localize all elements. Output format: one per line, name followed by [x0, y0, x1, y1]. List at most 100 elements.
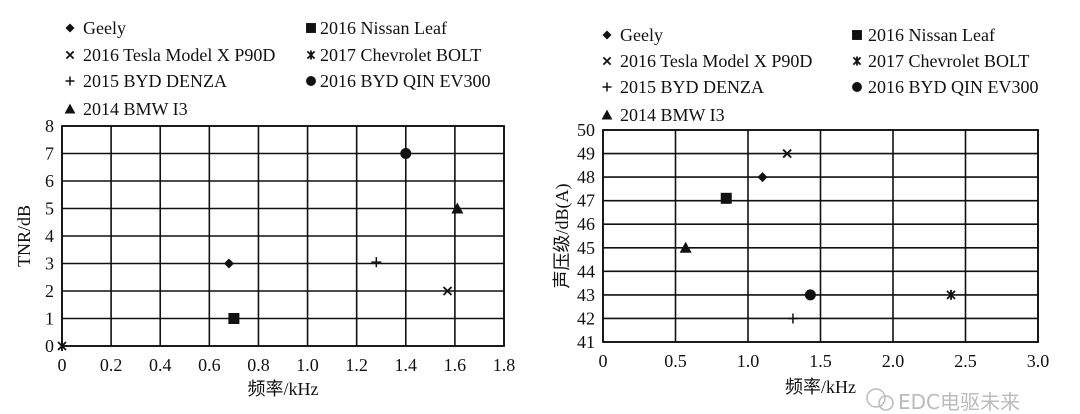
plot-frame — [602, 129, 1039, 343]
legend-label: 2017 Chevrolet BOLT — [320, 45, 481, 65]
diamond-marker — [65, 23, 75, 33]
x-tick-label: 0 — [58, 355, 67, 375]
data-points — [679, 148, 956, 324]
y-tick-label: 42 — [577, 308, 595, 328]
x-axis-label: 频率/kHz — [248, 379, 319, 399]
asterisk-marker — [306, 50, 316, 60]
x-tick-label: 1.2 — [345, 355, 368, 375]
data-point-triangle — [451, 202, 464, 214]
triangle-marker — [64, 103, 76, 114]
data-point-diamond — [223, 258, 234, 269]
legend-label: 2016 Tesla Model X P90D — [620, 51, 812, 71]
legend-label: 2014 BMW I3 — [83, 99, 188, 119]
legend-item: 2016 Nissan Leaf — [852, 25, 995, 45]
data-point-circle — [804, 289, 816, 301]
watermark-text: EDC电驱未来 — [898, 390, 1020, 414]
x-tick-label: 2.5 — [954, 351, 977, 371]
y-tick-label: 44 — [577, 261, 595, 281]
x-tick-label: 3.0 — [1027, 351, 1050, 371]
x-tick-label: 1.6 — [444, 355, 467, 375]
y-tick-label: 43 — [577, 285, 595, 305]
y-tick-label: 47 — [577, 191, 595, 211]
legend-label: 2016 BYD QIN EV300 — [868, 77, 1039, 97]
x-tick-label: 0.5 — [664, 351, 687, 371]
legend-label: 2016 BYD QIN EV300 — [320, 71, 491, 91]
y-axis-label: 声压级/dB(A) — [552, 184, 573, 289]
plus-marker — [602, 82, 612, 92]
circle-marker — [306, 76, 316, 86]
data-point-triangle — [679, 241, 692, 253]
data-point-circle — [400, 148, 412, 159]
x-tick-label: 0.6 — [198, 355, 221, 375]
y-axis-label: TNR/dB — [14, 205, 34, 267]
y-tick-label: 4 — [45, 226, 54, 246]
legend: Geely 2016 Nissan Leaf 2016 Tesla Model X … — [601, 25, 1039, 125]
x-marker — [602, 56, 612, 66]
x-tick-label: 1.4 — [395, 355, 418, 375]
asterisk-marker — [852, 56, 862, 66]
x-tick-label: 1.8 — [493, 355, 516, 375]
legend-item: Geely — [602, 25, 663, 45]
x-tick-label: 1.5 — [809, 351, 832, 371]
legend-item: 2014 BMW I3 — [601, 105, 725, 125]
legend-label: 2014 BMW I3 — [620, 105, 725, 125]
legend-item: 2016 Tesla Model X P90D — [65, 45, 275, 65]
y-tick-label: 45 — [577, 238, 595, 258]
data-point-x — [442, 286, 453, 296]
y-tick-label: 49 — [577, 144, 595, 164]
x-tick-label: 2.0 — [882, 351, 905, 371]
square-marker — [852, 30, 862, 40]
y-tick-label: 7 — [45, 144, 54, 164]
wechat-icon — [866, 388, 886, 408]
y-tick-label: 0 — [45, 336, 54, 356]
x-tick-label: 1.0 — [737, 351, 760, 371]
legend-label: 2015 BYD DENZA — [83, 71, 227, 91]
legend-label: 2016 Tesla Model X P90D — [83, 45, 275, 65]
y-tick-label: 3 — [45, 254, 54, 274]
legend-item: 2016 BYD QIN EV300 — [852, 77, 1039, 97]
y-tick-label: 8 — [45, 116, 54, 136]
data-point-diamond — [757, 172, 768, 183]
legend-label: Geely — [83, 18, 126, 38]
x-tick-label: 0.4 — [149, 355, 172, 375]
legend-label: 2016 Nissan Leaf — [868, 25, 995, 45]
y-tick-label: 5 — [45, 199, 54, 219]
x-axis-label: 频率/kHz — [785, 377, 856, 397]
legend-item: Geely — [65, 18, 126, 38]
data-point-square — [228, 313, 240, 324]
triangle-marker — [601, 109, 613, 120]
y-tick-label: 2 — [45, 281, 54, 301]
x-tick-label: 1.0 — [296, 355, 319, 375]
x-tick-label: 0.2 — [100, 355, 123, 375]
y-tick-label: 1 — [45, 309, 54, 329]
x-tick-label: 0 — [599, 351, 608, 371]
legend-item: 2017 Chevrolet BOLT — [306, 45, 481, 65]
x-tick-label: 0.8 — [247, 355, 270, 375]
chart-1: 0 0.2 0.4 0.6 0.8 1.0 1.2 1.4 1.6 1.8 0 1 2 3 4 5 6 7 8 频率/… — [14, 18, 515, 399]
legend-item: 2017 Chevrolet BOLT — [852, 51, 1029, 71]
watermark: EDC电驱未来 — [866, 388, 1020, 414]
legend-item: 2016 BYD QIN EV300 — [306, 71, 491, 91]
legend-label: 2015 BYD DENZA — [620, 77, 764, 97]
data-point-plus — [787, 313, 798, 324]
legend-item: 2015 BYD DENZA — [602, 77, 764, 97]
data-point-asterisk — [57, 341, 67, 351]
legend-item: 2016 Tesla Model X P90D — [602, 51, 812, 71]
y-tick-label: 50 — [577, 120, 595, 140]
y-tick-label: 46 — [577, 214, 595, 234]
legend-item: 2016 Nissan Leaf — [306, 18, 447, 38]
data-points — [57, 148, 464, 351]
data-point-square — [720, 192, 732, 204]
legend-label: 2017 Chevrolet BOLT — [868, 51, 1029, 71]
legend-label: 2016 Nissan Leaf — [320, 18, 447, 38]
chart-2: 0 0.5 1.0 1.5 2.0 2.5 3.0 41 42 43 44 45 46 47 48 49 50 频… — [552, 25, 1049, 397]
y-tick-label: 48 — [577, 167, 595, 187]
square-marker — [306, 23, 316, 33]
y-tick-label: 6 — [45, 171, 54, 191]
legend-item: 2015 BYD DENZA — [65, 71, 227, 91]
wechat-icon-bubble — [878, 395, 894, 411]
legend-item: 2014 BMW I3 — [64, 99, 188, 119]
diamond-marker — [602, 30, 612, 40]
data-point-plus — [371, 257, 382, 268]
